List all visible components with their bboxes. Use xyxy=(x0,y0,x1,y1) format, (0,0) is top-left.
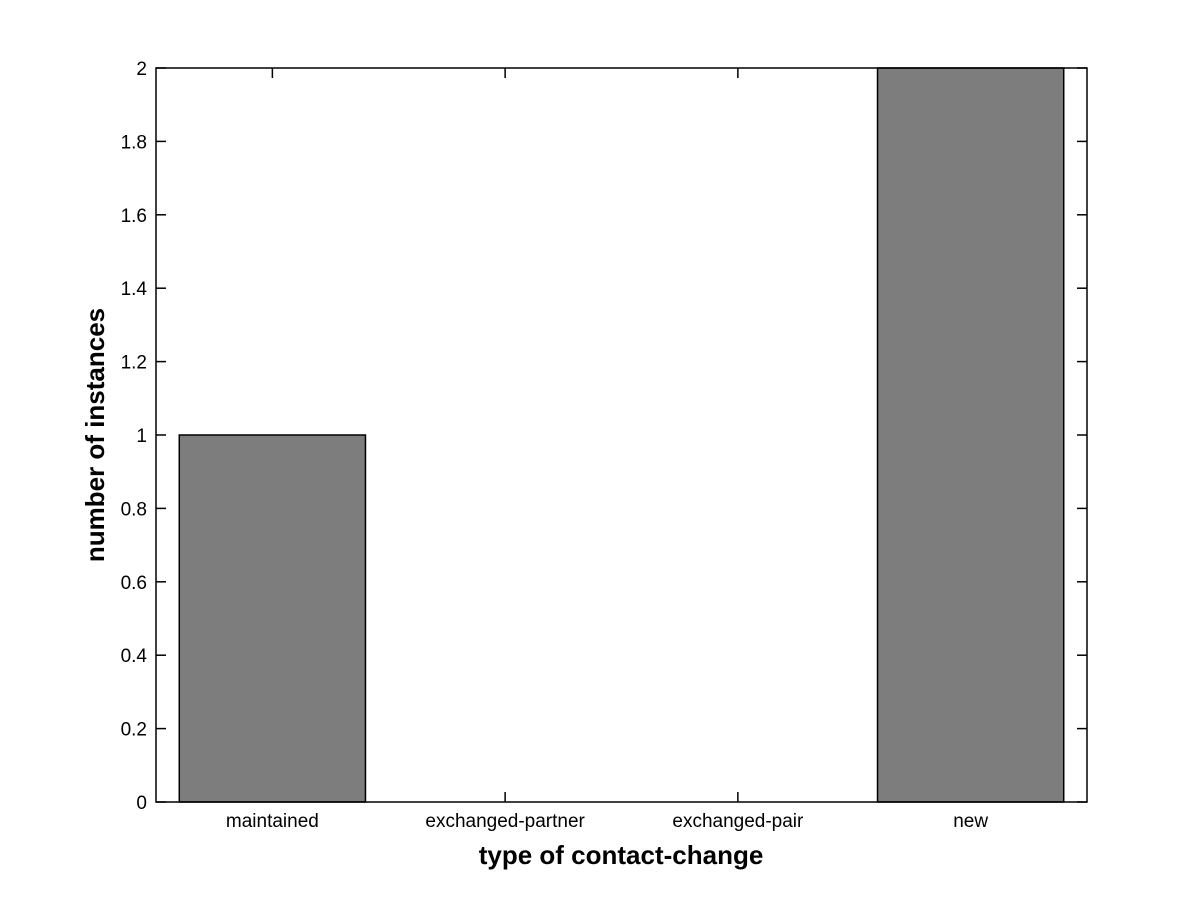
y-tick-label: 2 xyxy=(136,59,147,80)
y-tick-label: 0.4 xyxy=(121,646,148,667)
y-tick-label: 1.6 xyxy=(121,206,147,227)
y-tick-label: 0.6 xyxy=(121,573,147,594)
x-tick-label: maintained xyxy=(226,811,319,832)
y-tick-label: 1.8 xyxy=(121,132,147,153)
axis-box xyxy=(155,67,1088,803)
y-axis-label: number of instances xyxy=(80,308,110,562)
x-axis-label: type of contact-change xyxy=(479,840,764,870)
x-tick-label: exchanged-pair xyxy=(672,811,804,832)
y-tick-label: 1 xyxy=(136,426,147,447)
bar-maintained xyxy=(178,434,367,803)
x-tick-label: exchanged-partner xyxy=(425,811,585,832)
tick-labels: 0 0.2 0.4 0.6 0.8 1 1.2 1.4 1.6 1.8 2 maintained exc… xyxy=(121,59,989,832)
y-tick-label: 0 xyxy=(136,793,147,814)
y-tick-label: 0.2 xyxy=(121,720,147,741)
y-tick-label: 1.4 xyxy=(121,279,148,300)
y-tick-label: 1.2 xyxy=(121,353,147,374)
y-tick-label: 0.8 xyxy=(121,499,147,520)
x-tick-label: new xyxy=(953,811,988,832)
bar-new xyxy=(876,67,1065,803)
bars xyxy=(178,67,1065,803)
